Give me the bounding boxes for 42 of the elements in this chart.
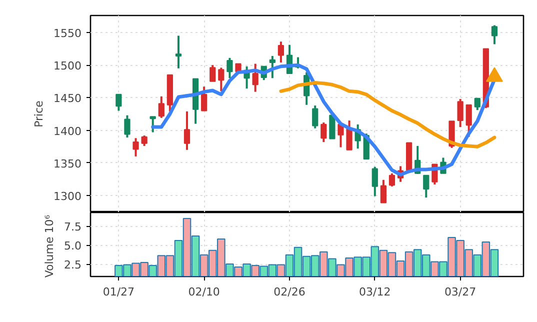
candlestick bbox=[346, 120, 352, 151]
candlestick bbox=[141, 134, 148, 147]
x-tick-label: 02/26 bbox=[274, 286, 306, 298]
y-axis-title: Price bbox=[32, 100, 46, 128]
y-tick-label: 5.0 bbox=[64, 240, 82, 253]
candlestick bbox=[278, 40, 284, 64]
candlestick bbox=[372, 166, 378, 198]
candlestick bbox=[380, 178, 386, 204]
y-tick-label: 7.5 bbox=[64, 220, 82, 234]
candlestick bbox=[124, 114, 130, 138]
candlestick bbox=[457, 98, 464, 128]
candlestick bbox=[252, 62, 258, 93]
candlestick bbox=[269, 54, 276, 80]
candlestick bbox=[474, 97, 480, 112]
y-tick-label: 1500 bbox=[54, 60, 82, 73]
candlestick bbox=[116, 93, 122, 112]
candlestick bbox=[184, 110, 190, 151]
candlestick bbox=[312, 104, 318, 130]
x-tick-label: 03/27 bbox=[444, 286, 476, 298]
candlestick bbox=[175, 34, 182, 70]
x-tick-label: 02/10 bbox=[188, 286, 220, 298]
candlestick bbox=[423, 174, 430, 198]
candlestick bbox=[158, 95, 164, 119]
y-tick-label: 1450 bbox=[54, 92, 82, 106]
candlestick bbox=[201, 86, 208, 112]
x-tick-label: 01/27 bbox=[102, 286, 135, 298]
y-tick-label: 1350 bbox=[54, 157, 82, 170]
y-tick-label: 1550 bbox=[54, 26, 82, 40]
candlestick bbox=[218, 66, 224, 92]
candlestick bbox=[210, 64, 216, 82]
candlestick bbox=[466, 104, 472, 138]
candlestick bbox=[388, 172, 396, 188]
y-tick-label: 1400 bbox=[54, 124, 82, 138]
candlestick bbox=[491, 24, 498, 46]
candlestick bbox=[132, 137, 139, 158]
candlestick bbox=[320, 121, 327, 144]
x-tick-label: 03/12 bbox=[359, 286, 391, 298]
y-tick-label: 2.5 bbox=[64, 258, 82, 272]
y-axis-title: Volume 10⁶ bbox=[43, 214, 56, 278]
candlestick bbox=[226, 56, 233, 80]
y-tick-label: 1300 bbox=[54, 190, 82, 204]
candlestick bbox=[150, 116, 156, 134]
